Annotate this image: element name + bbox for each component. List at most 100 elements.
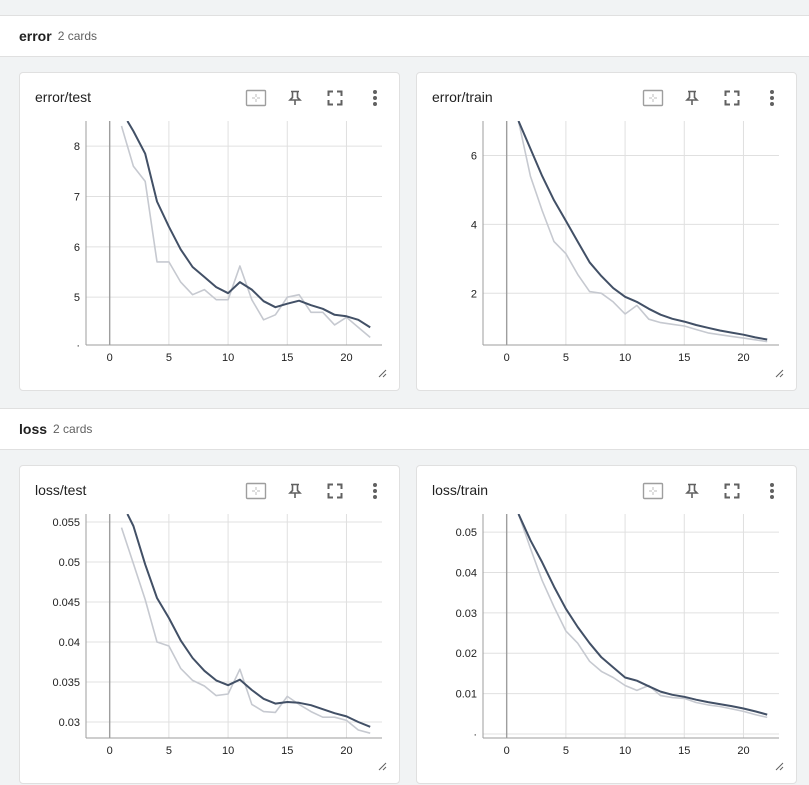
- raw-series-line: [517, 514, 768, 719]
- pin-button[interactable]: [283, 87, 307, 109]
- fit-domain-icon: [245, 89, 267, 107]
- pin-icon: [288, 483, 302, 498]
- line-chart[interactable]: 2 4 6 0 5 10 15 20: [417, 73, 798, 392]
- y-tick-label: 0.02: [456, 648, 477, 660]
- more-vert-icon: [770, 90, 774, 106]
- fit-domain-button[interactable]: [641, 87, 665, 109]
- y-tick-label: 5: [74, 292, 80, 304]
- fit-domain-icon: [642, 89, 664, 107]
- pin-icon: [288, 90, 302, 105]
- x-tick-label: 20: [737, 745, 749, 757]
- y-tick-label: 8: [74, 141, 80, 153]
- pin-button[interactable]: [680, 480, 704, 502]
- raw-series-line: [517, 121, 768, 343]
- card-loss-test: loss/test 0.03 0.035 0.04 0.045 0.05 0.055 0 5 1…: [19, 465, 400, 784]
- card-error-test: error/test · 5 6 7 8 0 5 10 15 20: [19, 72, 400, 391]
- more-vert-icon: [770, 483, 774, 499]
- resize-handle-icon[interactable]: [377, 761, 387, 771]
- x-tick-label: 15: [281, 352, 293, 364]
- more-options-button[interactable]: [760, 87, 784, 109]
- y-tick-label: 4: [471, 219, 477, 231]
- fit-domain-icon: [245, 482, 267, 500]
- raw-series-line: [120, 125, 371, 339]
- fit-domain-button[interactable]: [244, 87, 268, 109]
- raw-series-line: [120, 527, 371, 734]
- x-tick-label: 5: [166, 745, 172, 757]
- smoothed-series-line: [126, 514, 371, 728]
- x-tick-label: 0: [504, 352, 510, 364]
- x-tick-label: 0: [107, 745, 113, 757]
- y-tick-label: 0.05: [456, 527, 477, 539]
- fullscreen-button[interactable]: [323, 87, 347, 109]
- fullscreen-button[interactable]: [323, 480, 347, 502]
- y-tick-label: 0.03: [59, 717, 80, 729]
- x-tick-label: 10: [222, 352, 234, 364]
- smoothed-series-line: [517, 514, 768, 716]
- fullscreen-button[interactable]: [720, 87, 744, 109]
- smoothed-series-line: [126, 121, 371, 329]
- card-title: loss/train: [432, 482, 489, 498]
- line-chart[interactable]: · 5 6 7 8 0 5 10 15 20: [20, 73, 401, 392]
- card-title: loss/test: [35, 482, 87, 498]
- fullscreen-icon: [327, 90, 343, 106]
- x-tick-label: 15: [281, 745, 293, 757]
- fullscreen-icon: [724, 483, 740, 499]
- group-title: error: [19, 28, 52, 44]
- y-tick-label: 6: [74, 242, 80, 254]
- more-vert-icon: [373, 90, 377, 106]
- group-header-loss[interactable]: loss 2 cards: [0, 408, 809, 450]
- y-tick-label: 0.05: [59, 557, 80, 569]
- x-tick-label: 15: [678, 352, 690, 364]
- pin-button[interactable]: [680, 87, 704, 109]
- x-tick-label: 10: [619, 352, 631, 364]
- card-error-train: error/train 2 4 6 0 5 10 15 20: [416, 72, 797, 391]
- y-tick-label: 2: [471, 288, 477, 300]
- line-chart[interactable]: 0.03 0.035 0.04 0.045 0.05 0.055 0 5 10 15 20: [20, 466, 401, 785]
- more-options-button[interactable]: [760, 480, 784, 502]
- y-tick-label: 0.04: [456, 568, 477, 580]
- group-title: loss: [19, 421, 48, 437]
- y-tick-label: ·: [76, 340, 80, 352]
- resize-handle-icon[interactable]: [774, 761, 784, 771]
- smoothed-series-line: [517, 121, 768, 341]
- y-tick-label: 0.04: [59, 637, 80, 649]
- x-tick-label: 20: [340, 352, 352, 364]
- line-chart[interactable]: · 0.01 0.02 0.03 0.04 0.05 0 5 10 15 20: [417, 466, 798, 785]
- fullscreen-button[interactable]: [720, 480, 744, 502]
- y-tick-label: 7: [74, 192, 80, 204]
- x-tick-label: 20: [737, 352, 749, 364]
- group-header-error[interactable]: error 2 cards: [0, 15, 809, 57]
- x-tick-label: 5: [563, 352, 569, 364]
- y-tick-label: ·: [473, 729, 477, 741]
- fit-domain-button[interactable]: [244, 480, 268, 502]
- resize-handle-icon[interactable]: [774, 368, 784, 378]
- fit-domain-icon: [642, 482, 664, 500]
- resize-handle-icon[interactable]: [377, 368, 387, 378]
- pin-icon: [685, 483, 699, 498]
- x-tick-label: 20: [340, 745, 352, 757]
- x-tick-label: 10: [619, 745, 631, 757]
- x-tick-label: 5: [166, 352, 172, 364]
- y-tick-label: 0.03: [456, 608, 477, 620]
- pin-button[interactable]: [283, 480, 307, 502]
- more-vert-icon: [373, 483, 377, 499]
- x-tick-label: 15: [678, 745, 690, 757]
- y-tick-label: 0.035: [52, 677, 80, 689]
- fit-domain-button[interactable]: [641, 480, 665, 502]
- y-tick-label: 6: [471, 150, 477, 162]
- group-card-count: 2 cards: [53, 422, 93, 436]
- fullscreen-icon: [724, 90, 740, 106]
- y-tick-label: 0.01: [456, 689, 477, 701]
- more-options-button[interactable]: [363, 87, 387, 109]
- y-tick-label: 0.045: [52, 597, 80, 609]
- card-title: error/train: [432, 89, 493, 105]
- card-loss-train: loss/train · 0.01 0.02 0.03 0.04 0.05 0 5 10 15 20: [416, 465, 797, 784]
- more-options-button[interactable]: [363, 480, 387, 502]
- x-tick-label: 10: [222, 745, 234, 757]
- card-title: error/test: [35, 89, 92, 105]
- x-tick-label: 0: [107, 352, 113, 364]
- group-card-count: 2 cards: [57, 29, 98, 43]
- x-tick-label: 0: [504, 745, 510, 757]
- pin-icon: [685, 90, 699, 105]
- y-tick-label: 0.055: [52, 517, 80, 529]
